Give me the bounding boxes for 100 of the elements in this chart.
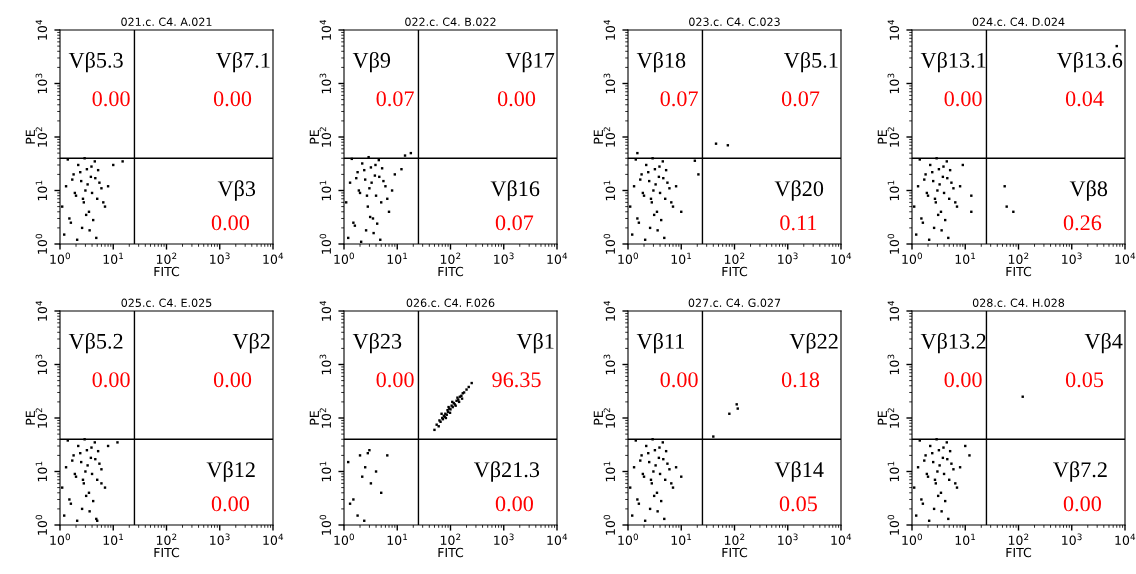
x-tick-label: 10$^{3}$ bbox=[494, 252, 514, 264]
y-tick-label: 10$^{2}$ bbox=[603, 127, 616, 147]
annotation: 0.00 bbox=[213, 91, 252, 107]
y-tick-label: 10$^{1}$ bbox=[887, 180, 900, 201]
annotation: 0.00 bbox=[495, 496, 533, 512]
x-tick-label: 10$^{2}$ bbox=[724, 252, 745, 264]
annotation: Vβ7.1 bbox=[215, 51, 270, 73]
y-tick-label: 10$^{3}$ bbox=[887, 73, 900, 94]
y-tick-label: 10$^{2}$ bbox=[319, 408, 332, 428]
x-tick-label: 10$^{2}$ bbox=[1008, 533, 1029, 545]
annotation: Vβ5.1 bbox=[783, 51, 838, 73]
y-axis-title: PE bbox=[25, 411, 35, 425]
annotation: 96.35 bbox=[492, 372, 541, 388]
annotation: Vβ8 bbox=[1069, 180, 1108, 201]
annotation: 0.00 bbox=[1063, 496, 1101, 512]
x-tick-label: 10$^{0}$ bbox=[618, 533, 639, 545]
x-tick-label: 10$^{2}$ bbox=[156, 533, 177, 545]
y-tick-label: 10$^{1}$ bbox=[603, 180, 616, 201]
annotation: Vβ12 bbox=[206, 461, 255, 482]
annotation: 0.00 bbox=[660, 372, 698, 388]
annotation: 0.04 bbox=[1065, 91, 1104, 107]
x-tick-label: 10$^{3}$ bbox=[778, 533, 798, 545]
x-tick-label: 10$^{0}$ bbox=[334, 533, 355, 545]
x-tick-label: 10$^{4}$ bbox=[263, 533, 284, 546]
x-tick-label: 10$^{1}$ bbox=[671, 252, 692, 265]
chart-title: 024.c. C4. D.024 bbox=[972, 17, 1065, 26]
x-tick-label: 10$^{0}$ bbox=[50, 533, 71, 545]
annotation: 0.00 bbox=[944, 372, 982, 388]
y-tick-label: 10$^{1}$ bbox=[319, 180, 332, 201]
x-tick-label: 10$^{1}$ bbox=[955, 533, 976, 546]
y-axis-title: PE bbox=[877, 411, 887, 425]
y-tick-label: 10$^{4}$ bbox=[603, 300, 616, 321]
annotation: 0.00 bbox=[92, 372, 130, 388]
x-tick-label: 10$^{2}$ bbox=[156, 252, 177, 264]
annotation: Vβ5.3 bbox=[68, 51, 123, 73]
x-tick-label: 10$^{0}$ bbox=[50, 252, 71, 264]
annotation: 0.00 bbox=[376, 372, 414, 388]
x-tick-label: 10$^{4}$ bbox=[1115, 252, 1136, 265]
x-tick-label: 10$^{0}$ bbox=[334, 252, 355, 264]
annotation: 0.00 bbox=[213, 372, 252, 388]
annotation: Vβ1 bbox=[516, 332, 554, 354]
annotation: Vβ16 bbox=[490, 180, 540, 201]
x-tick-label: 10$^{2}$ bbox=[1008, 252, 1029, 264]
x-tick-label: 10$^{3}$ bbox=[778, 252, 798, 264]
x-axis-title: FITC bbox=[1006, 266, 1032, 277]
y-axis-title: PE bbox=[309, 411, 319, 425]
chart-title: 023.c. C4. C.023 bbox=[689, 17, 780, 26]
chart-title: 022.c. C4. B.022 bbox=[405, 17, 496, 26]
y-tick-label: 10$^{1}$ bbox=[35, 180, 48, 201]
annotation: Vβ4 bbox=[1084, 332, 1123, 354]
annotation: 0.00 bbox=[211, 215, 249, 231]
y-axis-title: PE bbox=[25, 130, 35, 144]
y-tick-label: 10$^{3}$ bbox=[319, 73, 332, 94]
x-tick-label: 10$^{4}$ bbox=[831, 252, 852, 265]
y-axis-title: PE bbox=[593, 411, 603, 425]
annotation: Vβ20 bbox=[774, 180, 824, 201]
chart-title: 025.c. C4. E.025 bbox=[121, 298, 212, 307]
annotation: Vβ11 bbox=[636, 332, 684, 354]
x-axis-title: FITC bbox=[438, 266, 464, 277]
y-tick-label: 10$^{2}$ bbox=[35, 408, 48, 428]
x-tick-label: 10$^{0}$ bbox=[902, 252, 923, 264]
y-tick-label: 10$^{2}$ bbox=[35, 127, 48, 147]
x-axis-title: FITC bbox=[1006, 547, 1032, 558]
chart-title: 027.c. C4. G.027 bbox=[688, 298, 781, 307]
y-tick-label: 10$^{4}$ bbox=[319, 19, 332, 40]
annotation: Vβ17 bbox=[505, 51, 555, 73]
y-tick-label: 10$^{4}$ bbox=[887, 19, 900, 40]
annotation: Vβ5.2 bbox=[68, 332, 123, 354]
y-tick-label: 10$^{2}$ bbox=[887, 127, 900, 147]
annotation: Vβ3 bbox=[217, 180, 256, 201]
x-tick-label: 10$^{0}$ bbox=[618, 252, 639, 264]
y-tick-label: 10$^{4}$ bbox=[319, 300, 332, 321]
chart-title: 026.c. C4. F.026 bbox=[406, 298, 495, 307]
x-tick-label: 10$^{2}$ bbox=[440, 533, 461, 545]
x-tick-label: 10$^{4}$ bbox=[547, 533, 568, 546]
x-tick-label: 10$^{3}$ bbox=[210, 252, 230, 264]
y-tick-label: 10$^{2}$ bbox=[603, 408, 616, 428]
y-tick-label: 10$^{3}$ bbox=[319, 354, 332, 375]
y-tick-label: 10$^{4}$ bbox=[603, 19, 616, 40]
annotation: Vβ23 bbox=[352, 332, 402, 354]
chart-title: 028.c. C4. H.028 bbox=[972, 298, 1065, 307]
y-tick-label: 10$^{2}$ bbox=[887, 408, 900, 428]
y-tick-label: 10$^{1}$ bbox=[603, 461, 616, 482]
annotation: 0.07 bbox=[376, 91, 414, 107]
annotation: 0.00 bbox=[211, 496, 249, 512]
x-tick-label: 10$^{1}$ bbox=[103, 533, 124, 546]
y-axis-title: PE bbox=[309, 130, 319, 144]
x-tick-label: 10$^{3}$ bbox=[1062, 533, 1082, 545]
annotation: 0.05 bbox=[1065, 372, 1104, 388]
y-tick-label: 10$^{3}$ bbox=[603, 73, 616, 94]
x-tick-label: 10$^{3}$ bbox=[1062, 252, 1082, 264]
x-axis-title: FITC bbox=[438, 547, 464, 558]
annotation: Vβ22 bbox=[789, 332, 838, 354]
x-axis-title: FITC bbox=[154, 266, 180, 277]
annotation: 0.05 bbox=[779, 496, 817, 512]
y-tick-label: 10$^{1}$ bbox=[319, 461, 332, 482]
y-tick-label: 10$^{3}$ bbox=[887, 354, 900, 375]
annotation: 0.00 bbox=[944, 91, 982, 107]
annotation: 0.11 bbox=[780, 215, 817, 231]
x-tick-label: 10$^{2}$ bbox=[440, 252, 461, 264]
